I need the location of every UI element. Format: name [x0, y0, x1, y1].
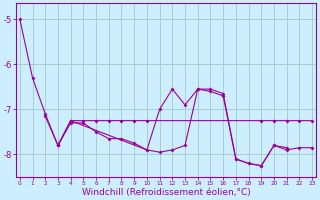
- X-axis label: Windchill (Refroidissement éolien,°C): Windchill (Refroidissement éolien,°C): [82, 188, 250, 197]
